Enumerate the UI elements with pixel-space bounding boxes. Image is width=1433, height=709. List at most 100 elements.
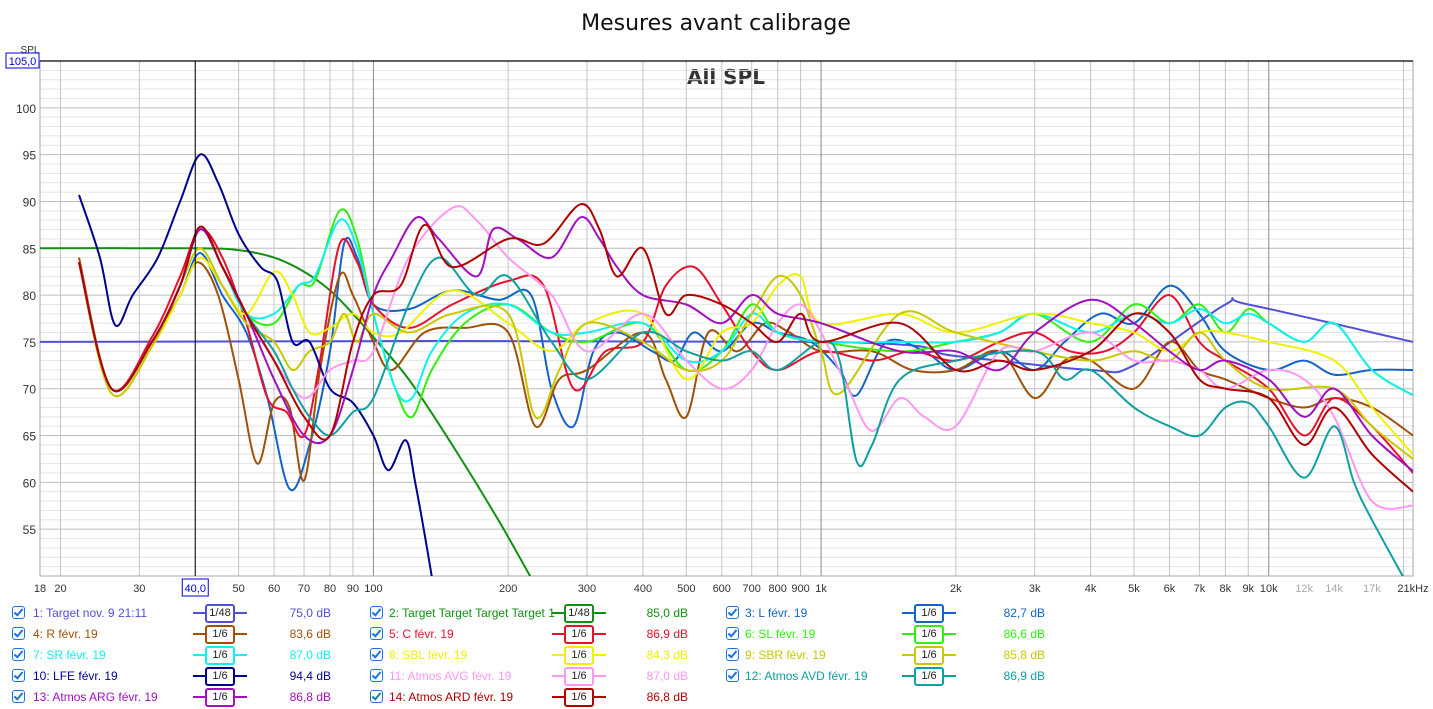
legend-value: 84,3 dB xyxy=(646,648,688,662)
legend-item-3[interactable]: 3: L févr. 19 1/6 82,7 dB xyxy=(0,603,1433,623)
legend-value: 86,9 dB xyxy=(1003,669,1045,683)
y-axis-label: SPL xyxy=(21,45,40,56)
legend-value: 75,0 dB xyxy=(289,606,331,620)
x-tick-label: 300 xyxy=(578,583,596,595)
legend-label: 10: LFE févr. 19 xyxy=(33,669,118,683)
legend-item-14[interactable]: 14: Atmos ARD févr. 19 1/6 86,8 dB xyxy=(0,687,1433,707)
x-tick-label: 5k xyxy=(1128,583,1140,595)
legend-value: 83,6 dB xyxy=(289,627,331,641)
series-line-4 xyxy=(78,257,1413,482)
legend-item-6[interactable]: 6: SL févr. 19 1/6 86,6 dB xyxy=(0,624,1433,644)
visibility-checkbox[interactable] xyxy=(370,627,383,640)
legend-item-5[interactable]: 5: C févr. 19 1/6 86,9 dB xyxy=(0,624,1433,644)
y-tick-label: 100 xyxy=(16,102,36,116)
legend-label: 14: Atmos ARD févr. 19 xyxy=(389,690,514,704)
x-tick-label: 80 xyxy=(324,583,336,595)
cursor-y-label: 105,0 xyxy=(9,56,37,68)
y-tick-label: 65 xyxy=(23,430,37,444)
legend-label: 1: Target nov. 9 21:11 xyxy=(33,606,148,620)
legend-item-11[interactable]: 11: Atmos AVG févr. 19 1/6 87,0 dB xyxy=(0,666,1433,686)
visibility-checkbox[interactable] xyxy=(726,648,739,661)
series-line-14 xyxy=(78,203,1413,493)
legend-label: 13: Atmos ARG févr. 19 xyxy=(33,690,158,704)
legend-value: 82,7 dB xyxy=(1003,606,1045,620)
legend-item-4[interactable]: 4: R févr. 19 1/6 83,6 dB xyxy=(0,624,1433,644)
visibility-checkbox[interactable] xyxy=(370,669,383,682)
visibility-checkbox[interactable] xyxy=(726,606,739,619)
legend-label: 9: SBR févr. 19 xyxy=(745,648,826,662)
x-tick-label: 7k xyxy=(1194,583,1206,595)
cursor-y-box xyxy=(5,52,40,69)
legend-item-13[interactable]: 13: Atmos ARG févr. 19 1/6 86,8 dB xyxy=(0,687,1433,707)
smoothing-button[interactable]: 1/6 xyxy=(914,667,944,686)
series-line-13 xyxy=(78,216,1413,472)
x-tick-label: 6k xyxy=(1164,583,1176,595)
smoothing-button[interactable]: 1/6 xyxy=(914,625,944,644)
series-line-6 xyxy=(78,208,1413,419)
smoothing-button[interactable]: 1/6 xyxy=(205,667,235,686)
smoothing-button[interactable]: 1/6 xyxy=(205,625,235,644)
visibility-checkbox[interactable] xyxy=(12,648,25,661)
legend-item-7[interactable]: 7: SR févr. 19 1/6 87,0 dB xyxy=(0,645,1433,665)
cursor-x-label: 40,0 xyxy=(185,583,206,595)
y-tick-label: 70 xyxy=(23,383,37,397)
legend-label: 8: SBL févr. 19 xyxy=(389,648,468,662)
x-tick-label: 600 xyxy=(713,583,731,595)
legend-value: 86,8 dB xyxy=(289,690,331,704)
series-line-12 xyxy=(78,228,1404,576)
x-tick-label: 400 xyxy=(634,583,652,595)
visibility-checkbox[interactable] xyxy=(726,627,739,640)
smoothing-button[interactable]: 1/48 xyxy=(205,604,235,623)
legend-item-2[interactable]: 2: Target Target Target Target 1 1/48 85… xyxy=(0,603,1433,623)
legend-label: 3: L févr. 19 xyxy=(745,606,808,620)
series-line-5 xyxy=(78,228,1413,474)
legend-label: 5: C févr. 19 xyxy=(389,627,454,641)
smoothing-button[interactable]: 1/6 xyxy=(564,646,594,665)
smoothing-button[interactable]: 1/6 xyxy=(914,646,944,665)
legend-item-10[interactable]: 10: LFE févr. 19 1/6 94,4 dB xyxy=(0,666,1433,686)
legend-label: 2: Target Target Target Target 1 xyxy=(389,606,555,620)
legend-value: 86,9 dB xyxy=(646,627,688,641)
legend-value: 85,0 dB xyxy=(646,606,688,620)
spl-chart: Mesures avant calibrage All SPL SPL 55 60… xyxy=(5,11,1429,597)
visibility-checkbox[interactable] xyxy=(12,627,25,640)
smoothing-button[interactable]: 1/6 xyxy=(564,625,594,644)
x-tick-label: 18 xyxy=(34,583,46,595)
legend-item-1[interactable]: 1: Target nov. 9 21:11 1/48 75,0 dB xyxy=(0,603,1433,623)
cursor-x-box xyxy=(181,578,209,597)
plot-border xyxy=(39,60,1414,577)
smoothing-button[interactable]: 1/6 xyxy=(914,604,944,623)
smoothing-button[interactable]: 1/6 xyxy=(205,646,235,665)
x-tick-label: 30 xyxy=(133,583,145,595)
x-tick-label: 14k xyxy=(1325,583,1343,595)
visibility-checkbox[interactable] xyxy=(12,606,25,619)
x-tick-label: 9k xyxy=(1242,583,1254,595)
x-tick-label: 4k xyxy=(1085,583,1097,595)
legend-item-8[interactable]: 8: SBL févr. 19 1/6 84,3 dB xyxy=(0,645,1433,665)
chart-subtitle: All SPL xyxy=(687,65,765,89)
visibility-checkbox[interactable] xyxy=(12,690,25,703)
smoothing-button[interactable]: 1/6 xyxy=(564,688,594,707)
visibility-checkbox[interactable] xyxy=(370,606,383,619)
legend-item-12[interactable]: 12: Atmos AVD févr. 19 1/6 86,9 dB xyxy=(0,666,1433,686)
visibility-checkbox[interactable] xyxy=(370,648,383,661)
x-tick-label: 200 xyxy=(499,583,517,595)
y-tick-label: 60 xyxy=(23,476,37,490)
y-tick-label: 90 xyxy=(23,195,37,209)
x-tick-label: 20 xyxy=(54,583,66,595)
y-tick-label: 55 xyxy=(23,523,37,537)
series-line-10 xyxy=(78,153,433,576)
visibility-checkbox[interactable] xyxy=(726,669,739,682)
legend-value: 94,4 dB xyxy=(289,669,331,683)
grid xyxy=(39,60,1414,577)
x-tick-label: 800 xyxy=(769,583,787,595)
smoothing-button[interactable]: 1/6 xyxy=(205,688,235,707)
x-tick-label: 500 xyxy=(677,583,695,595)
x-tick-label: 90 xyxy=(347,583,359,595)
x-tick-label: 8k xyxy=(1220,583,1232,595)
legend-item-9[interactable]: 9: SBR févr. 19 1/6 85,8 dB xyxy=(0,645,1433,665)
smoothing-button[interactable]: 1/6 xyxy=(564,667,594,686)
visibility-checkbox[interactable] xyxy=(370,690,383,703)
smoothing-button[interactable]: 1/48 xyxy=(564,604,594,623)
visibility-checkbox[interactable] xyxy=(12,669,25,682)
